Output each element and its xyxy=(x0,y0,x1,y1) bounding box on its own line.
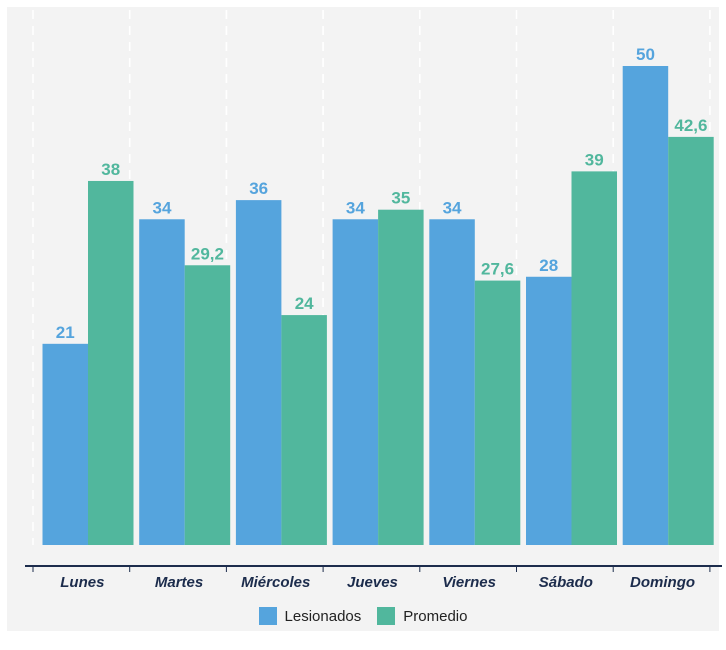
data-label: 28 xyxy=(539,256,558,275)
bar-promedio-1 xyxy=(184,265,231,545)
data-label: 24 xyxy=(295,294,314,313)
bar-promedio-4 xyxy=(474,280,521,545)
legend-swatch-lesionados xyxy=(258,607,277,625)
data-label: 39 xyxy=(585,150,604,169)
data-label: 42,6 xyxy=(674,116,707,135)
bar-promedio-2 xyxy=(281,315,327,545)
data-label: 34 xyxy=(152,198,171,217)
bar-lesionados-0 xyxy=(42,343,88,545)
bar-lesionados-5 xyxy=(526,276,572,545)
bar-lesionados-6 xyxy=(622,66,669,545)
legend-swatch-promedio xyxy=(377,607,396,625)
bar-promedio-0 xyxy=(88,180,134,545)
bar-promedio-6 xyxy=(668,136,714,545)
x-tick-label: Viernes xyxy=(442,574,496,591)
legend: Lesionados Promedio xyxy=(0,607,726,625)
x-tick-label: Jueves xyxy=(347,574,398,591)
legend-label-lesionados: Lesionados xyxy=(284,607,362,625)
bar-lesionados-2 xyxy=(235,200,282,545)
x-tick-label: Martes xyxy=(155,574,203,591)
bar-promedio-5 xyxy=(571,171,617,545)
data-label: 21 xyxy=(56,323,75,342)
data-label: 36 xyxy=(249,179,268,198)
bar-lesionados-3 xyxy=(332,219,379,545)
legend-item-promedio: Promedio xyxy=(377,607,467,625)
x-tick-label: Lunes xyxy=(60,574,104,591)
data-label: 34 xyxy=(443,198,462,217)
x-tick-label: Miércoles xyxy=(241,574,310,591)
data-label: 50 xyxy=(636,45,655,64)
bar-promedio-3 xyxy=(378,209,424,545)
bar-lesionados-1 xyxy=(139,219,185,545)
legend-item-lesionados: Lesionados xyxy=(258,607,362,625)
x-tick-label: Domingo xyxy=(630,574,695,591)
data-label: 29,2 xyxy=(191,244,224,263)
data-label: 27,6 xyxy=(481,260,514,279)
data-label: 38 xyxy=(101,160,120,179)
legend-label-promedio: Promedio xyxy=(403,607,468,625)
x-tick-label: Sábado xyxy=(539,574,593,591)
data-label: 35 xyxy=(391,189,410,208)
bar-lesionados-4 xyxy=(429,219,475,545)
data-label: 34 xyxy=(346,198,365,217)
